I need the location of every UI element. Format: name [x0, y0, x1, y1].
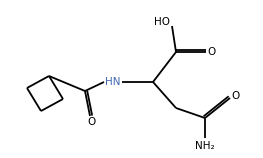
Text: NH₂: NH₂	[195, 141, 215, 151]
Text: O: O	[208, 47, 216, 57]
Text: HN: HN	[105, 77, 121, 87]
Text: O: O	[87, 117, 95, 127]
Text: O: O	[231, 91, 239, 101]
Text: HO: HO	[154, 17, 170, 27]
